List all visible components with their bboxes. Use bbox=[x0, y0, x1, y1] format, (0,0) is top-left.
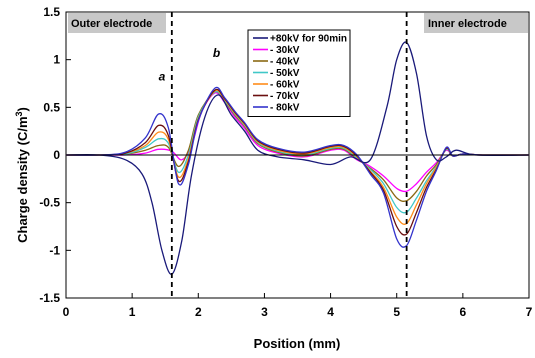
inner-electrode-box bbox=[424, 13, 528, 33]
series-line-40kv bbox=[65, 91, 530, 202]
peak-a-label: a bbox=[159, 70, 166, 84]
y-tick-label: -1.5 bbox=[39, 291, 60, 305]
series-line-80kv bbox=[65, 86, 530, 248]
x-tick-label: 0 bbox=[63, 305, 70, 319]
legend-entry: +80kV for 90min bbox=[270, 34, 347, 45]
legend-entry: - 40kV bbox=[270, 57, 300, 68]
x-tick-label: 6 bbox=[460, 305, 467, 319]
legend-entry: - 30kV bbox=[270, 45, 300, 56]
x-tick-label: 2 bbox=[195, 305, 202, 319]
x-tick-label: 3 bbox=[261, 305, 268, 319]
y-tick-label: 1.5 bbox=[43, 5, 60, 19]
x-tick-label: 5 bbox=[393, 305, 400, 319]
y-axis-label: Charge density (C/m3) bbox=[14, 107, 30, 243]
legend-entry: - 70kV bbox=[270, 91, 300, 102]
inner-electrode-label: Inner electrode bbox=[428, 18, 507, 30]
y-tick-label: 0 bbox=[53, 148, 60, 162]
y-tick-label: 0.5 bbox=[43, 100, 60, 114]
y-axis-label-sup: 3 bbox=[14, 111, 24, 116]
x-tick-label: 4 bbox=[327, 305, 334, 319]
x-tick-label: 1 bbox=[129, 305, 136, 319]
legend-entry: - 50kV bbox=[270, 68, 300, 79]
x-axis-label: Position (mm) bbox=[254, 336, 341, 351]
peak-b-label: b bbox=[213, 46, 220, 60]
series-line-60kv bbox=[65, 89, 530, 225]
electrode-boundaries bbox=[170, 12, 408, 298]
y-tick-label: -1 bbox=[49, 243, 60, 257]
axes: -1.5 -1 -0.5 0 0.5 1 1.5 0 1 2 3 4 5 6 7 bbox=[39, 5, 532, 319]
y-tick-label: 1 bbox=[53, 53, 60, 67]
y-axis-label-close: ) bbox=[15, 107, 30, 111]
outer-electrode-label: Outer electrode bbox=[71, 18, 152, 30]
series-line-80kv-for-90min bbox=[65, 41, 530, 275]
y-axis-label-main: Charge density (C/m bbox=[15, 116, 30, 242]
x-tick-label: 7 bbox=[526, 305, 533, 319]
legend-entry: - 60kV bbox=[270, 80, 300, 91]
legend: +80kV for 90min- 30kV- 40kV- 50kV- 60kV-… bbox=[247, 29, 351, 117]
outer-electrode-box bbox=[68, 13, 166, 33]
annotations: Outer electrode Inner electrode a b bbox=[68, 13, 528, 84]
y-tick-label: -0.5 bbox=[39, 196, 60, 210]
legend-entry: - 80kV bbox=[270, 103, 300, 114]
